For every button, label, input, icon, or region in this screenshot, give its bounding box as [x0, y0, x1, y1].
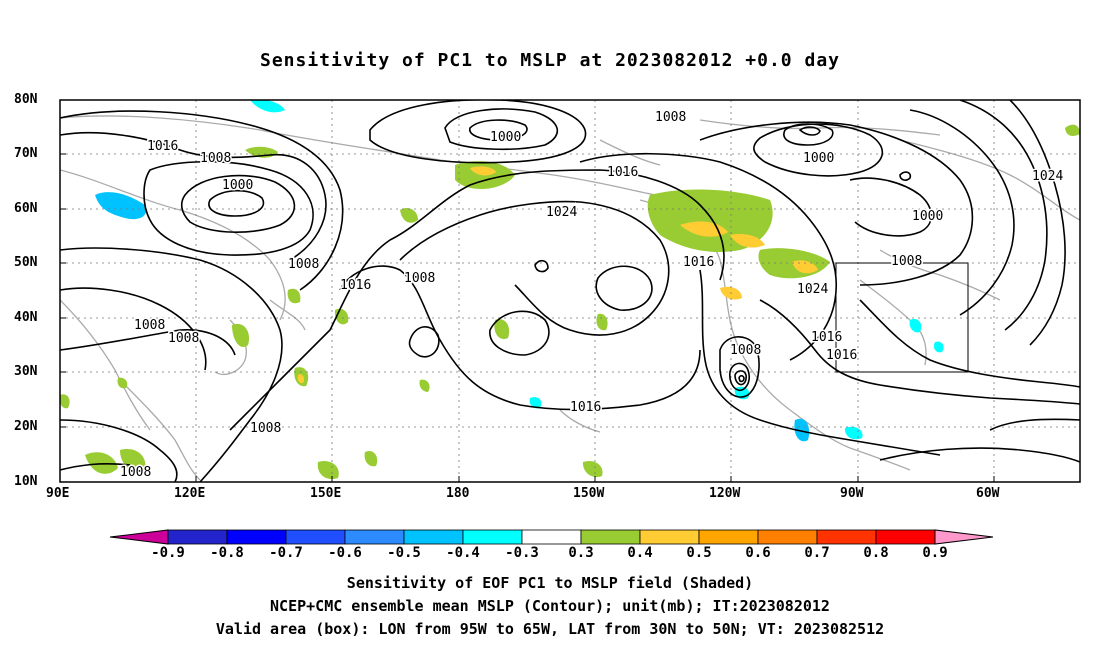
colorbar-tick-label: -0.5	[387, 545, 421, 561]
colorbar-tick-label: 0.5	[686, 545, 712, 561]
lon-label-90e: 90E	[46, 486, 70, 501]
mslp-contours	[60, 100, 1080, 482]
colorbar-tick-label: -0.8	[210, 545, 244, 561]
colorbar-tick-label: 0.7	[804, 545, 830, 561]
contour-label: 1008	[200, 151, 231, 166]
colorbar-segment	[344, 529, 405, 545]
lat-label-30n: 30N	[14, 364, 38, 379]
contour-label: 1024	[546, 205, 577, 220]
contour-label: 1008	[168, 331, 199, 346]
colorbar-segment	[462, 529, 523, 545]
contour-label: 1008	[120, 465, 151, 480]
colorbar-segment	[226, 529, 287, 545]
contour-label: 1008	[250, 421, 281, 436]
lon-label-180: 180	[446, 486, 470, 501]
colorbar-tick-label: -0.6	[328, 545, 362, 561]
lat-label-10n: 10N	[14, 474, 38, 489]
colorbar-right-tip	[934, 529, 994, 545]
colorbar-segment	[521, 529, 582, 545]
tick-marks	[60, 99, 995, 482]
lat-label-50n: 50N	[14, 255, 38, 270]
colorbar-segment	[285, 529, 346, 545]
lon-label-60w: 60W	[976, 486, 1000, 501]
contour-label: 1016	[811, 330, 842, 345]
colorbar-tick-label: -0.7	[269, 545, 303, 561]
colorbar-tick-label: 0.8	[863, 545, 889, 561]
lat-label-60n: 60N	[14, 201, 38, 216]
colorbar-tick-label: 0.3	[568, 545, 594, 561]
lat-label-80n: 80N	[14, 92, 38, 107]
colorbar-segment	[403, 529, 464, 545]
contour-label: 1000	[912, 209, 943, 224]
colorbar-segment	[875, 529, 936, 545]
colorbar-segment	[580, 529, 641, 545]
lon-label-90w: 90W	[840, 486, 864, 501]
plot-title: Sensitivity of PC1 to MSLP at 2023082012…	[259, 50, 840, 71]
lon-label-150e: 150E	[310, 486, 342, 501]
contour-label: 1024	[1032, 169, 1063, 184]
contour-label: 1008	[404, 271, 435, 286]
contour-label: 1016	[607, 165, 638, 180]
shaded-sensitivity	[60, 100, 1080, 480]
lon-label-120w: 120W	[709, 486, 741, 501]
lon-label-120e: 120E	[174, 486, 206, 501]
colorbar-segment	[816, 529, 877, 545]
lat-label-20n: 20N	[14, 419, 38, 434]
grid-lines	[60, 100, 1080, 482]
colorbar-tick-label: -0.3	[505, 545, 539, 561]
colorbar-segment	[757, 529, 818, 545]
colorbar-segment	[698, 529, 759, 545]
caption-line-3: Valid area (box): LON from 95W to 65W, L…	[215, 620, 885, 638]
contour-label: 1016	[340, 278, 371, 293]
contour-label: 1008	[891, 254, 922, 269]
contour-label: 1016	[147, 139, 178, 154]
caption-line-1: Sensitivity of EOF PC1 to MSLP field (Sh…	[346, 574, 754, 592]
lon-label-150w: 150W	[573, 486, 605, 501]
colorbar-segment	[167, 529, 228, 545]
colorbar-segment	[639, 529, 700, 545]
contour-label: 1000	[803, 151, 834, 166]
contour-label: 1024	[797, 282, 828, 297]
colorbar-tick-label: -0.9	[151, 545, 185, 561]
contour-label-group: 1016 1008 1000 1008 1016 1008 1008 1008 …	[119, 109, 1065, 482]
contour-label: 1016	[826, 348, 857, 363]
contour-label: 1016	[683, 255, 714, 270]
caption-line-2: NCEP+CMC ensemble mean MSLP (Contour); u…	[270, 597, 830, 615]
lat-label-40n: 40N	[14, 310, 38, 325]
map-frame	[59, 99, 1081, 483]
contour-label: 1016	[570, 400, 601, 415]
contour-label: 1008	[134, 318, 165, 333]
colorbar-left-tip	[109, 529, 169, 545]
colorbar-tick-label: 0.9	[922, 545, 948, 561]
lat-label-70n: 70N	[14, 146, 38, 161]
colorbar-tick-label: 0.6	[745, 545, 771, 561]
contour-label: 1008	[655, 110, 686, 125]
colorbar	[109, 529, 994, 545]
contour-label: 1000	[490, 130, 521, 145]
valid-area-box	[835, 262, 969, 373]
contour-label: 1008	[288, 257, 319, 272]
contour-label: 1000	[222, 178, 253, 193]
colorbar-tick-label: -0.4	[446, 545, 480, 561]
colorbar-tick-label: 0.4	[627, 545, 653, 561]
contour-label: 1008	[730, 343, 761, 358]
